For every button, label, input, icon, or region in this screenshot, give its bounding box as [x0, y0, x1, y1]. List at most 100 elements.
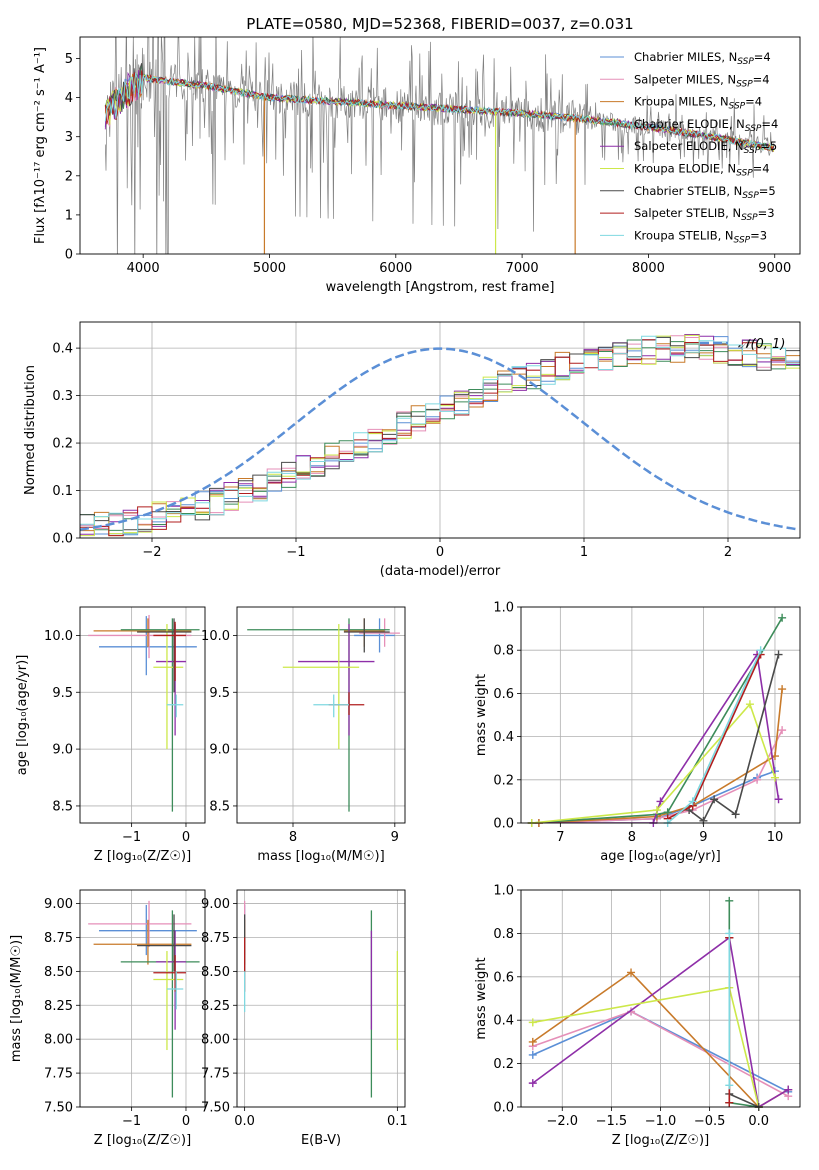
y-tick-label: 2 [65, 169, 73, 184]
x-tick-label: 9 [391, 830, 399, 845]
y-tick-label: 10.0 [44, 629, 73, 644]
x-tick-label: 0.0 [234, 1114, 255, 1129]
plus-marker [688, 797, 697, 806]
x-tick-label: −1 [122, 1114, 141, 1129]
x-tick-label: 0 [182, 1114, 190, 1129]
plus-marker [528, 1079, 537, 1088]
y-tick-label: 0.3 [52, 389, 73, 404]
y-tick-label: 8.25 [44, 999, 73, 1014]
gaussian-curve [79, 347, 798, 531]
plus-marker [528, 1050, 537, 1059]
x-axis-label: Z [log₁₀(Z/Z☉)] [612, 1133, 709, 1148]
y-tick-label: 0.4 [493, 730, 514, 745]
x-tick-label: 0 [436, 545, 444, 560]
y-tick-label: 0.1 [52, 484, 73, 499]
panel-mass-vs-Z: −1 0 7.50 7.75 8.00 8.25 8.50 8.75 9.00 Z [log₁₀(… [9, 889, 206, 1148]
plus-marker [725, 1081, 734, 1090]
y-tick-label: 8.00 [44, 1033, 73, 1048]
x-tick-label: 1 [580, 545, 588, 560]
y-tick-label: 7.75 [201, 1067, 230, 1082]
y-tick-label: 0 [65, 248, 73, 263]
x-tick-label: 8000 [632, 261, 665, 276]
legend-label: 𝒩(0, 1) [738, 337, 785, 352]
plus-marker [731, 810, 740, 819]
plus-marker [652, 806, 661, 815]
x-tick-label: 8 [289, 830, 297, 845]
y-tick-label: 1.0 [493, 601, 514, 616]
series-line-kroupa-elodie [532, 986, 760, 1107]
x-tick-label: −1 [122, 830, 141, 845]
x-axis-label: wavelength [Angstrom, rest frame] [326, 280, 555, 295]
y-tick-label: 0.2 [493, 1057, 514, 1072]
x-axis-label: Z [log₁₀(Z/Z☉)] [94, 1133, 191, 1148]
x-tick-label: 9000 [758, 261, 791, 276]
x-tick-label: 0.0 [748, 1114, 769, 1129]
legend-label: Salpeter STELIB, NSSP=3 [634, 206, 775, 223]
x-tick-label: 7000 [506, 261, 539, 276]
y-tick-label: 0.8 [493, 644, 514, 659]
plus-marker [710, 795, 719, 804]
plus-marker [778, 726, 787, 735]
plot-frame [520, 606, 801, 824]
y-axis-label: Normed distribution [23, 365, 38, 495]
panel-age-vs-mass: 8 9 8.5 9.0 9.5 10.0 mass [log₁₀(M/M☉)] [201, 606, 406, 864]
panel-massweight-vs-age: 7 8 9 10 0.0 0.2 0.4 0.6 0.8 1.0 age [log₁₀(age/yr… [474, 601, 801, 864]
x-tick-label: 10 [767, 830, 784, 845]
legend-label: Kroupa MILES, NSSP=4 [634, 95, 762, 112]
plus-marker [770, 773, 779, 782]
x-tick-label: 2 [724, 545, 732, 560]
plot-frame [79, 889, 206, 1108]
plot-frame [236, 889, 406, 1108]
series-line-salpeter-elodie [532, 936, 789, 1107]
y-tick-label: 9.00 [201, 897, 230, 912]
x-tick-label: −1 [286, 545, 305, 560]
plus-marker [778, 685, 787, 694]
legend-label: Chabrier ELODIE, NSSP=4 [634, 117, 778, 134]
legend-label: Salpeter MILES, NSSP=4 [634, 72, 770, 89]
plus-marker [774, 795, 783, 804]
legend-label: Salpeter ELODIE, NSSP=5 [634, 139, 777, 156]
y-tick-label: 1.0 [493, 884, 514, 899]
y-tick-label: 9.0 [52, 743, 73, 758]
x-axis-label: age [log₁₀(age/yr)] [600, 849, 721, 864]
y-tick-label: 9.00 [44, 897, 73, 912]
y-tick-label: 7.50 [201, 1101, 230, 1116]
y-tick-label: 7.50 [44, 1101, 73, 1116]
model-line-kroupa-stelib [104, 73, 774, 152]
y-tick-label: 0.2 [52, 437, 73, 452]
y-tick-label: 8.00 [201, 1033, 230, 1048]
plot-frame [520, 889, 801, 1108]
y-tick-label: 0.0 [493, 817, 514, 832]
plus-marker [627, 968, 636, 977]
y-tick-label: 4 [65, 91, 73, 106]
y-tick-label: 8.75 [201, 931, 230, 946]
panel-massweight-vs-Z: −2.0 −1.5 −1.0 −0.5 0.0 0.0 0.2 0.4 0.6 0.8 1.0 Z [… [474, 884, 801, 1148]
legend-label: Chabrier MILES, NSSP=4 [634, 50, 771, 67]
panel-age-vs-Z: −1 0 8.5 9.0 9.5 10.0 Z [log₁₀(Z/Z☉)] age [log₁… [15, 606, 206, 864]
plot-frame [79, 36, 801, 255]
plus-marker [778, 613, 787, 622]
plus-marker [725, 1098, 734, 1107]
y-tick-label: 3 [65, 130, 73, 145]
y-tick-label: 8.50 [201, 965, 230, 980]
x-axis-label: E(B-V) [301, 1133, 341, 1148]
y-tick-label: 9.5 [209, 686, 230, 701]
y-tick-label: 0.0 [52, 532, 73, 547]
plus-marker [745, 700, 754, 709]
x-tick-label: 0.1 [387, 1114, 408, 1129]
y-tick-label: 0.8 [493, 927, 514, 942]
x-tick-label: −1.5 [596, 1114, 628, 1129]
hist-step-salpeter-stelib [80, 339, 800, 537]
series-line-kroupa-elodie [531, 702, 776, 823]
x-tick-label: 9 [699, 830, 707, 845]
plus-marker [756, 646, 765, 655]
series-line-salpeter-elodie [531, 652, 780, 823]
x-tick-label: −2.0 [546, 1114, 578, 1129]
y-tick-label: 8.50 [44, 965, 73, 980]
plus-marker [784, 1085, 793, 1094]
y-tick-label: 10.0 [201, 629, 230, 644]
legend-label: Chabrier STELIB, NSSP=5 [634, 184, 776, 201]
plus-marker [753, 775, 762, 784]
y-axis-label: Flux [fλ10⁻¹⁷ erg cm⁻² s⁻¹ A⁻¹] [33, 47, 48, 244]
y-axis-label: mass weight [474, 957, 489, 1039]
